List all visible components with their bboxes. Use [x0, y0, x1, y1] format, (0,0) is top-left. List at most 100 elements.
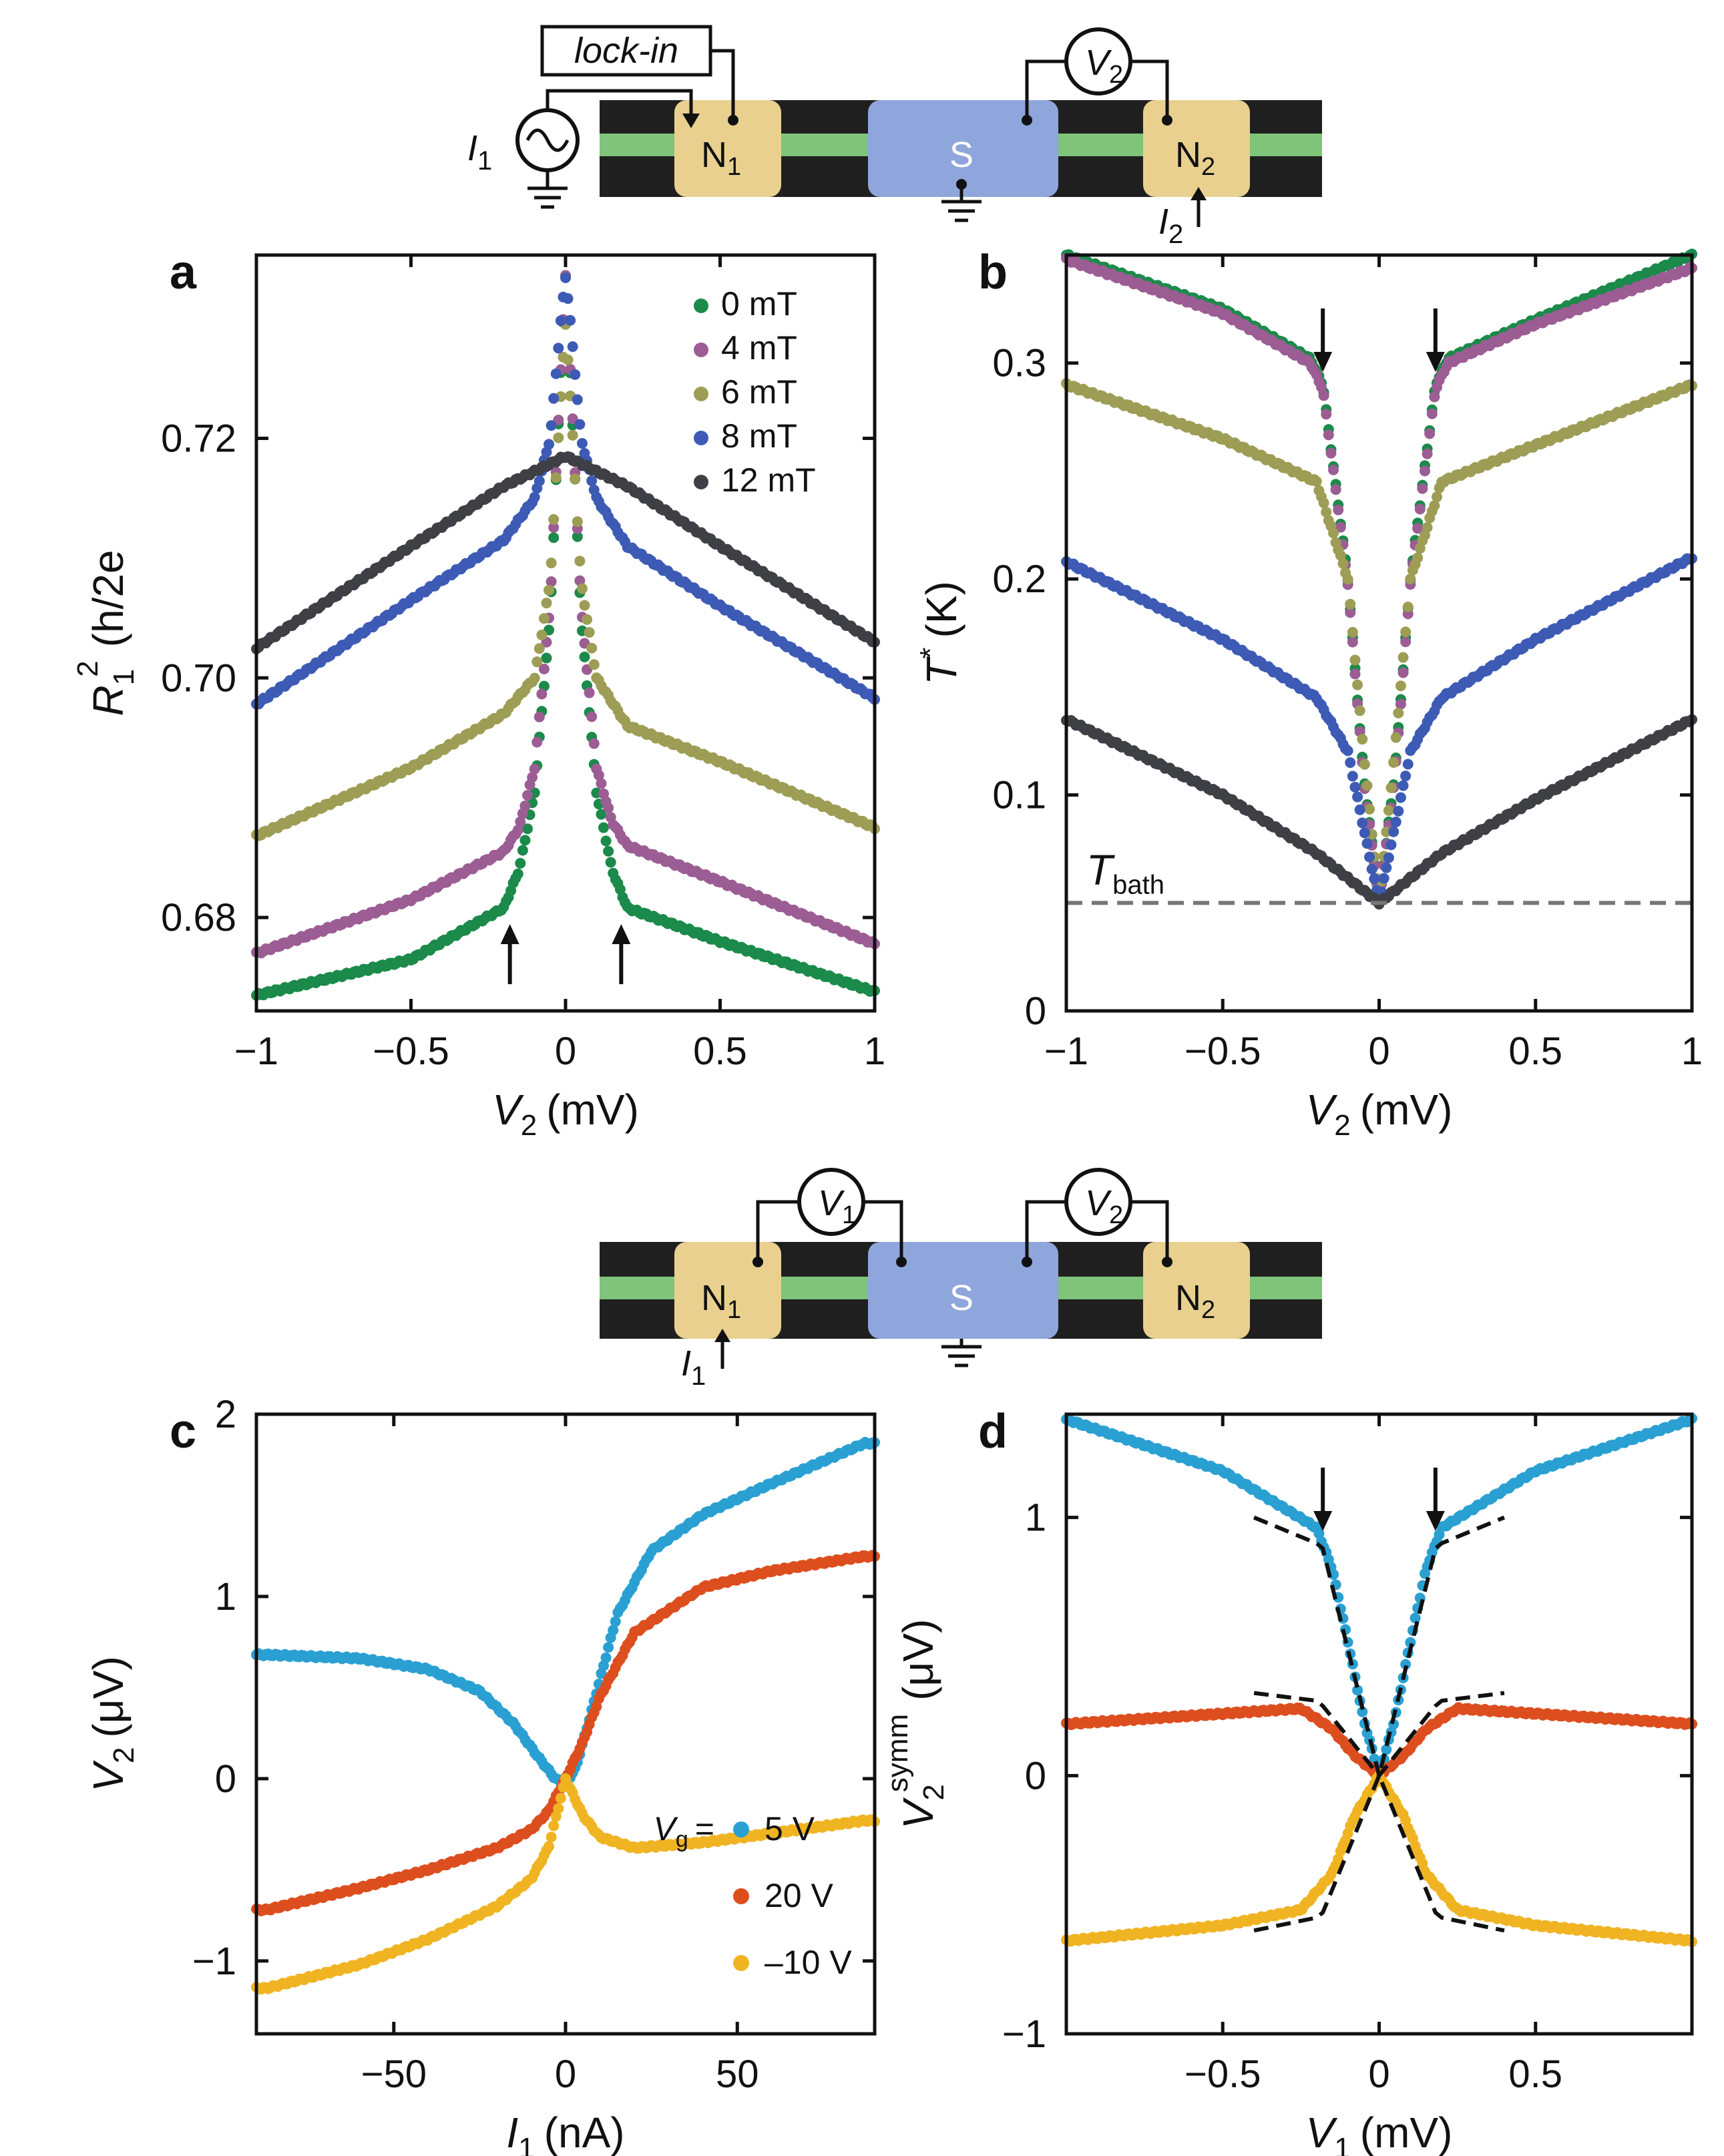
data-point — [1342, 745, 1353, 757]
data-point — [1410, 1612, 1421, 1624]
legend-label: 6 mT — [721, 373, 797, 411]
legend-label: 5 V — [765, 1810, 815, 1848]
data-point — [1419, 465, 1430, 477]
x-tick-label: 50 — [716, 2053, 759, 2096]
probe-dot — [1162, 115, 1172, 126]
data-point — [570, 369, 581, 380]
y-tick-label: 0.72 — [161, 417, 236, 460]
data-point — [1345, 607, 1356, 618]
data-point — [531, 656, 543, 668]
data-point — [1381, 1744, 1392, 1755]
arrow-down-icon — [1426, 352, 1445, 372]
y-axis-label: T* (K) — [914, 581, 965, 685]
data-point — [1354, 705, 1365, 716]
s-contact — [868, 100, 1058, 197]
current-arrow-icon — [682, 114, 700, 128]
label-part: V — [84, 1760, 132, 1792]
label-part: V — [654, 1810, 679, 1848]
data-point — [1359, 827, 1370, 839]
data-point — [1395, 680, 1406, 692]
data-point — [1422, 448, 1433, 459]
label-part: V — [1306, 2109, 1338, 2156]
data-point — [1318, 497, 1329, 509]
ground-icon — [941, 1339, 982, 1367]
y-tick-label: −1 — [192, 1940, 236, 1983]
data-point — [576, 583, 588, 594]
data-point — [519, 835, 531, 846]
data-point — [522, 823, 533, 835]
n1-contact — [674, 100, 781, 197]
data-point — [603, 1642, 614, 1653]
data-point — [1369, 873, 1380, 885]
data-point — [1321, 409, 1332, 420]
data-point — [519, 801, 531, 812]
data-point — [1366, 863, 1377, 875]
data-point — [1402, 759, 1414, 770]
data-point — [1395, 698, 1406, 710]
y-tick-label: 0.70 — [161, 656, 236, 700]
label-part: 2 — [1334, 1109, 1350, 1142]
s-label: S — [949, 1278, 974, 1318]
legend-title: Vg = — [654, 1810, 714, 1852]
data-point — [1383, 852, 1394, 863]
data-point — [600, 1652, 612, 1663]
data-point — [588, 659, 600, 670]
lock-in-label: lock-in — [574, 31, 678, 71]
data-point — [1405, 574, 1416, 585]
current-arrow-icon — [714, 1329, 730, 1342]
voltmeter2-label: V2 — [1085, 1183, 1123, 1229]
label-part: bath — [1112, 870, 1164, 899]
data-point — [586, 642, 598, 654]
s-contact — [868, 1242, 1058, 1339]
data-point — [596, 778, 607, 789]
data-point — [1347, 771, 1358, 782]
legend-label: 8 mT — [721, 417, 797, 455]
x-tick-label: 0.5 — [1508, 1030, 1562, 1073]
x-tick-label: 0.5 — [693, 1030, 747, 1073]
data-point — [1352, 1685, 1363, 1696]
data-point — [1390, 732, 1402, 743]
data-point — [1337, 558, 1349, 569]
data-point — [565, 314, 576, 326]
data-point — [576, 437, 588, 449]
s-label: S — [949, 135, 974, 175]
data-point — [593, 769, 604, 781]
legend-marker — [694, 298, 708, 313]
label-part: g — [676, 1827, 688, 1852]
data-point — [1354, 804, 1365, 815]
label-part: (K) — [917, 581, 965, 638]
data-point — [610, 1616, 621, 1627]
data-point — [579, 651, 590, 662]
data-point — [1352, 791, 1363, 803]
data-point — [1424, 428, 1436, 439]
legend-marker — [694, 387, 708, 401]
label-part: 2 — [521, 1109, 537, 1142]
n1-label: N1 — [701, 1278, 741, 1324]
x-tick-label: −1 — [234, 1030, 278, 1073]
data-point — [1388, 826, 1399, 837]
data-point — [586, 711, 598, 722]
label-part: symm — [881, 1714, 914, 1792]
series-d-2 — [1061, 1770, 1697, 1948]
data-point — [1345, 757, 1356, 769]
label-part: 1 — [1334, 2132, 1350, 2156]
y-tick-label: 1 — [215, 1575, 236, 1619]
data-point — [548, 393, 560, 404]
data-point — [1325, 447, 1337, 459]
data-point — [553, 1803, 564, 1814]
data-point — [546, 420, 557, 431]
data-point — [533, 711, 545, 722]
y-axis-label: V2 (μV) — [84, 1656, 140, 1791]
n2-label: N2 — [1175, 1278, 1215, 1324]
x-axis-label: V1 (mV) — [1306, 2109, 1453, 2156]
data-point — [1328, 464, 1339, 475]
data-point — [600, 835, 612, 847]
n1-label: N1 — [701, 135, 741, 181]
data-point — [1318, 390, 1329, 401]
data-point — [529, 763, 540, 775]
data-point — [550, 368, 562, 379]
y-tick-label: −1 — [1002, 2012, 1046, 2056]
label-part: 2 — [107, 1747, 140, 1763]
